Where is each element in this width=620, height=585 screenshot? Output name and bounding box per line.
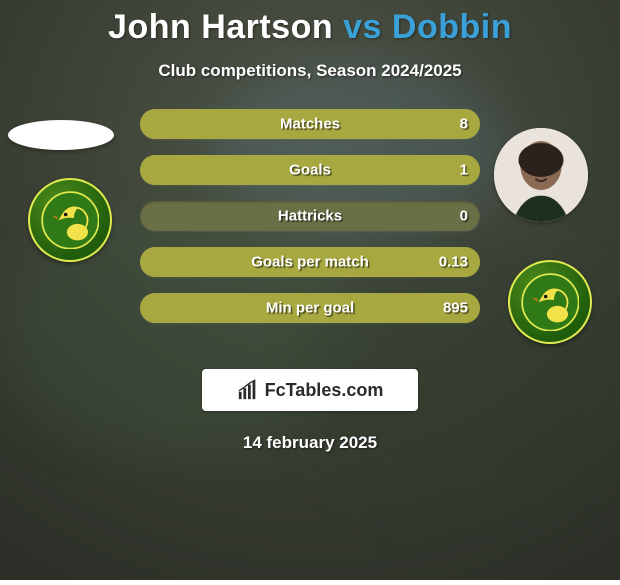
title-player2: Dobbin (392, 8, 512, 46)
stat-row: Goals per match 0.13 (140, 247, 480, 277)
stat-bars: Matches 8 Goals 1 Hattricks 0 Goals per match 0… (140, 109, 480, 339)
stat-value-right: 0.13 (439, 254, 468, 271)
stat-label: Min per goal (266, 300, 354, 317)
stat-label: Hattricks (278, 208, 342, 225)
brand-badge: FcTables.com (202, 369, 418, 411)
stat-label: Goals (289, 162, 331, 179)
title-player1: John Hartson (108, 8, 333, 46)
brand-text: FcTables.com (265, 380, 384, 401)
stat-value-right: 8 (460, 116, 468, 133)
bars-chart-icon (237, 379, 259, 401)
stat-value-right: 895 (443, 300, 468, 317)
stat-row: Min per goal 895 (140, 293, 480, 323)
stat-row: Goals 1 (140, 155, 480, 185)
stat-label: Matches (280, 116, 340, 133)
stat-value-right: 0 (460, 208, 468, 225)
stat-row: Hattricks 0 (140, 201, 480, 231)
comparison-title: John Hartson vs Dobbin (0, 0, 620, 47)
stat-row: Matches 8 (140, 109, 480, 139)
stat-value-right: 1 (460, 162, 468, 179)
date-text: 14 february 2025 (0, 433, 620, 453)
title-vs: vs (343, 8, 382, 46)
stat-label: Goals per match (251, 254, 369, 271)
subtitle: Club competitions, Season 2024/2025 (0, 61, 620, 81)
